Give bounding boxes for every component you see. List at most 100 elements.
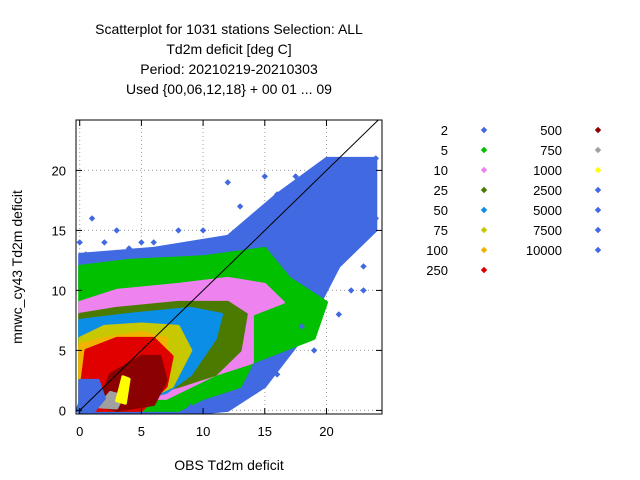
legend-label: 10 (434, 163, 448, 178)
legend-marker (480, 166, 488, 174)
x-tick-label-0: 0 (76, 424, 83, 439)
outlier-point-29 (273, 359, 281, 366)
legend-label: 50 (434, 203, 448, 218)
outlier-point-12 (199, 227, 207, 234)
outlier-point-38 (372, 155, 380, 162)
outlier-point-34 (261, 215, 268, 222)
legend-marker (594, 126, 602, 134)
legend-label: 100 (426, 243, 448, 258)
outlier-point-30 (310, 347, 318, 354)
legend-item-2: 2 (441, 123, 488, 138)
outlier-point-0 (292, 173, 299, 180)
y-tick-label-1: 5 (59, 343, 66, 358)
title-line-3: Period: 20210219-20210303 (140, 61, 318, 77)
outlier-point-10 (138, 239, 145, 246)
outlier-point-22 (212, 239, 219, 246)
outlier-point-8 (88, 215, 96, 222)
plot-frame (75, 119, 383, 415)
legend-item-50: 50 (434, 203, 488, 218)
legend-label: 1000 (533, 163, 562, 178)
outlier-point-23 (249, 227, 256, 234)
legend-item-75: 75 (434, 223, 488, 238)
legend-label: 250 (426, 263, 448, 278)
legend-marker (480, 186, 488, 194)
outlier-point-18 (82, 251, 90, 258)
legend-item-5000: 5000 (533, 203, 602, 218)
legend-item-7500: 7500 (533, 223, 602, 238)
outlier-point-20 (125, 245, 133, 252)
x-tick-label-1: 5 (138, 424, 145, 439)
outlier-point-16 (310, 215, 318, 222)
point-density-regions (76, 156, 378, 414)
x-tick-label-2: 10 (196, 424, 210, 439)
outlier-point-37 (347, 239, 355, 246)
outlier-point-19 (101, 239, 108, 246)
title-line-4: Used {00,06,12,18} + 00 01 ... 09 (126, 81, 332, 97)
y-axis-ticks: 0 5 10 15 20 (52, 163, 382, 418)
outlier-point-36 (323, 191, 330, 198)
outlier-point-27 (360, 287, 367, 294)
legend-item-1000: 1000 (533, 163, 602, 178)
outlier-point-13 (236, 203, 244, 210)
outlier-point-6 (323, 275, 330, 282)
legend-label: 5 (441, 143, 448, 158)
outlier-point-17 (76, 239, 83, 246)
outlier-point-4 (372, 215, 380, 222)
legend-item-25: 25 (434, 183, 488, 198)
legend-label: 75 (434, 223, 448, 238)
outlier-point-24 (224, 179, 231, 186)
chart-title: Scatterplot for 1031 stations Selection:… (95, 21, 363, 97)
x-axis-label: OBS Td2m deficit (174, 457, 284, 473)
outlier-point-35 (286, 215, 293, 222)
legend-item-100: 100 (426, 243, 488, 258)
legend-marker (594, 206, 602, 214)
y-tick-label-4: 20 (52, 163, 66, 178)
y-tick-label-2: 10 (52, 283, 66, 298)
legend-marker (480, 266, 488, 274)
legend-label: 2500 (533, 183, 562, 198)
outlier-point-9 (113, 227, 120, 234)
outlier-point-39 (212, 401, 219, 408)
legend-marker (594, 246, 602, 254)
outlier-point-32 (273, 371, 281, 378)
legend-marker (480, 126, 488, 134)
outlier-point-2 (335, 251, 343, 258)
title-line-1: Scatterplot for 1031 stations Selection:… (95, 21, 363, 37)
outlier-point-3 (360, 263, 367, 270)
outlier-point-11 (175, 227, 182, 234)
legend-item-750: 750 (540, 143, 602, 158)
legend-item-250: 250 (426, 263, 488, 278)
legend-item-10000: 10000 (526, 243, 602, 258)
legend-label: 500 (540, 123, 562, 138)
legend-marker (594, 146, 602, 154)
legend-marker (594, 166, 602, 174)
region-1000 (115, 375, 131, 405)
legend-marker (594, 226, 602, 234)
legend-label: 5000 (533, 203, 562, 218)
outlier-point-28 (335, 311, 343, 318)
outlier-point-15 (273, 191, 281, 198)
legend-marker (480, 246, 488, 254)
legend-label: 750 (540, 143, 562, 158)
legend-item-2500: 2500 (533, 183, 602, 198)
legend-item-5: 5 (441, 143, 488, 158)
outlier-point-7 (347, 287, 355, 294)
legend-item-500: 500 (540, 123, 602, 138)
y-axis-label: mnwc_cy43 Td2m deficit (9, 190, 25, 344)
y-tick-label-3: 15 (52, 223, 66, 238)
outlier-point-14 (261, 173, 268, 180)
legend-marker (480, 226, 488, 234)
legend-label: 25 (434, 183, 448, 198)
legend: 2510255075100250500750100025005000750010… (426, 123, 602, 278)
legend-item-10: 10 (434, 163, 488, 178)
legend-label: 10000 (526, 243, 562, 258)
legend-marker (480, 146, 488, 154)
x-axis-ticks: 0 5 10 15 20 (76, 120, 334, 439)
legend-marker (594, 186, 602, 194)
legend-label: 2 (441, 123, 448, 138)
plot-area (75, 119, 383, 415)
outlier-point-40 (187, 403, 194, 410)
outlier-point-41 (236, 395, 244, 402)
outlier-point-1 (310, 203, 318, 210)
